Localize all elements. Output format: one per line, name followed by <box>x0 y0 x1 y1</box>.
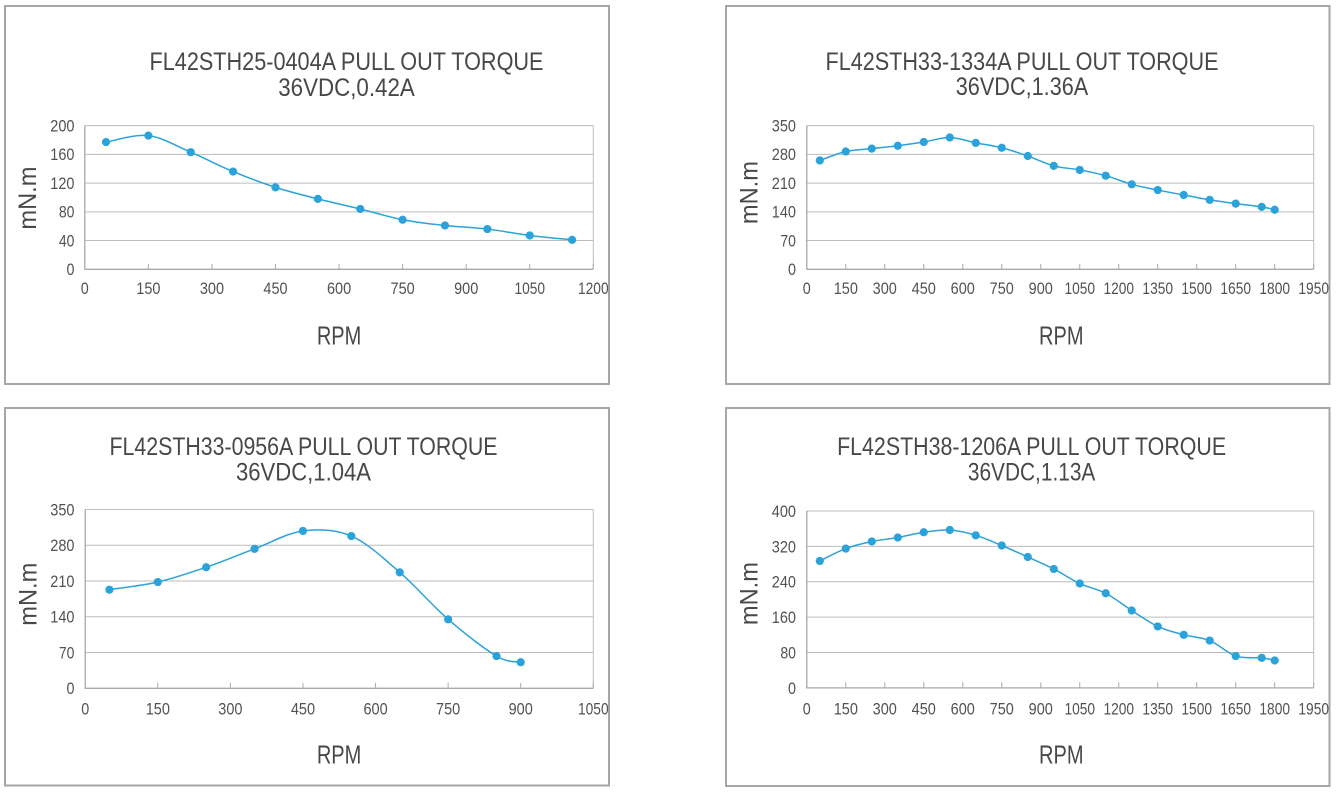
svg-text:0: 0 <box>67 679 75 698</box>
svg-text:RPM: RPM <box>317 321 362 351</box>
svg-text:0: 0 <box>788 679 796 698</box>
svg-text:1350: 1350 <box>1142 700 1173 719</box>
svg-text:mN.m: mN.m <box>14 167 42 230</box>
svg-text:900: 900 <box>1029 279 1053 298</box>
svg-text:40: 40 <box>59 231 75 250</box>
svg-text:900: 900 <box>1029 700 1053 719</box>
svg-text:750: 750 <box>391 279 415 298</box>
svg-text:450: 450 <box>912 700 936 719</box>
svg-text:900: 900 <box>509 700 533 719</box>
svg-text:1050: 1050 <box>1064 700 1095 719</box>
svg-text:RPM: RPM <box>317 740 362 770</box>
svg-text:mN.m: mN.m <box>15 563 43 626</box>
svg-text:1050: 1050 <box>1064 279 1095 298</box>
svg-text:RPM: RPM <box>1039 740 1084 770</box>
svg-text:mN.m: mN.m <box>736 562 764 625</box>
svg-text:1350: 1350 <box>1142 279 1173 298</box>
svg-text:FL42STH38-1206A PULL OUT TORQU: FL42STH38-1206A PULL OUT TORQUE <box>837 433 1226 461</box>
svg-text:600: 600 <box>327 279 351 298</box>
svg-text:0: 0 <box>67 260 75 279</box>
svg-text:300: 300 <box>200 279 224 298</box>
svg-text:1050: 1050 <box>514 279 545 298</box>
svg-text:150: 150 <box>146 700 170 719</box>
svg-text:900: 900 <box>454 279 478 298</box>
svg-text:450: 450 <box>912 279 936 298</box>
svg-text:0: 0 <box>803 279 811 298</box>
svg-text:RPM: RPM <box>1039 321 1084 351</box>
svg-text:400: 400 <box>772 502 796 521</box>
svg-text:FL42STH33-0956A PULL OUT TORQU: FL42STH33-0956A PULL OUT TORQUE <box>110 433 498 461</box>
svg-text:1200: 1200 <box>578 279 609 298</box>
svg-text:36VDC,1.13A: 36VDC,1.13A <box>968 459 1096 487</box>
svg-text:140: 140 <box>772 203 796 222</box>
svg-text:450: 450 <box>263 279 287 298</box>
svg-text:1800: 1800 <box>1259 279 1290 298</box>
svg-text:80: 80 <box>780 643 796 662</box>
svg-text:600: 600 <box>951 279 975 298</box>
svg-text:1200: 1200 <box>1103 279 1134 298</box>
svg-text:320: 320 <box>772 537 796 556</box>
svg-text:80: 80 <box>59 203 75 222</box>
svg-text:750: 750 <box>436 700 460 719</box>
svg-text:1950: 1950 <box>1298 279 1329 298</box>
svg-text:mN.m: mN.m <box>736 161 764 224</box>
svg-text:120: 120 <box>50 174 74 193</box>
svg-text:300: 300 <box>218 700 242 719</box>
svg-text:0: 0 <box>81 279 89 298</box>
svg-text:1500: 1500 <box>1181 700 1212 719</box>
svg-text:750: 750 <box>990 279 1014 298</box>
svg-text:240: 240 <box>772 573 796 592</box>
svg-text:0: 0 <box>788 260 796 279</box>
svg-text:300: 300 <box>873 700 897 719</box>
svg-text:350: 350 <box>772 117 796 136</box>
svg-text:450: 450 <box>291 700 315 719</box>
svg-text:280: 280 <box>772 145 796 164</box>
svg-text:1950: 1950 <box>1298 700 1329 719</box>
svg-text:150: 150 <box>834 700 858 719</box>
svg-text:36VDC,1.04A: 36VDC,1.04A <box>236 459 371 487</box>
svg-text:600: 600 <box>951 700 975 719</box>
svg-text:280: 280 <box>50 536 74 555</box>
svg-text:0: 0 <box>803 700 811 719</box>
svg-text:FL42STH33-1334A PULL OUT TORQU: FL42STH33-1334A PULL OUT TORQUE <box>826 48 1219 76</box>
svg-text:140: 140 <box>50 608 74 627</box>
svg-text:70: 70 <box>59 643 75 662</box>
svg-text:1650: 1650 <box>1220 279 1251 298</box>
svg-text:150: 150 <box>834 279 858 298</box>
svg-text:150: 150 <box>136 279 160 298</box>
svg-text:350: 350 <box>50 500 74 519</box>
svg-text:210: 210 <box>50 572 74 591</box>
svg-text:1050: 1050 <box>578 700 609 719</box>
svg-text:210: 210 <box>772 174 796 193</box>
svg-text:300: 300 <box>873 279 897 298</box>
svg-text:36VDC,1.36A: 36VDC,1.36A <box>956 73 1089 101</box>
svg-text:1200: 1200 <box>1103 700 1134 719</box>
svg-text:160: 160 <box>772 608 796 627</box>
svg-text:600: 600 <box>363 700 387 719</box>
svg-text:36VDC,0.42A: 36VDC,0.42A <box>278 74 415 102</box>
svg-text:1650: 1650 <box>1220 700 1251 719</box>
svg-text:70: 70 <box>780 231 796 250</box>
svg-text:160: 160 <box>50 145 74 164</box>
svg-text:FL42STH25-0404A PULL OUT TORQU: FL42STH25-0404A PULL OUT TORQUE <box>150 48 544 76</box>
svg-text:200: 200 <box>50 117 74 136</box>
svg-text:1500: 1500 <box>1181 279 1212 298</box>
svg-text:750: 750 <box>990 700 1014 719</box>
svg-text:0: 0 <box>81 700 89 719</box>
svg-text:1800: 1800 <box>1259 700 1290 719</box>
